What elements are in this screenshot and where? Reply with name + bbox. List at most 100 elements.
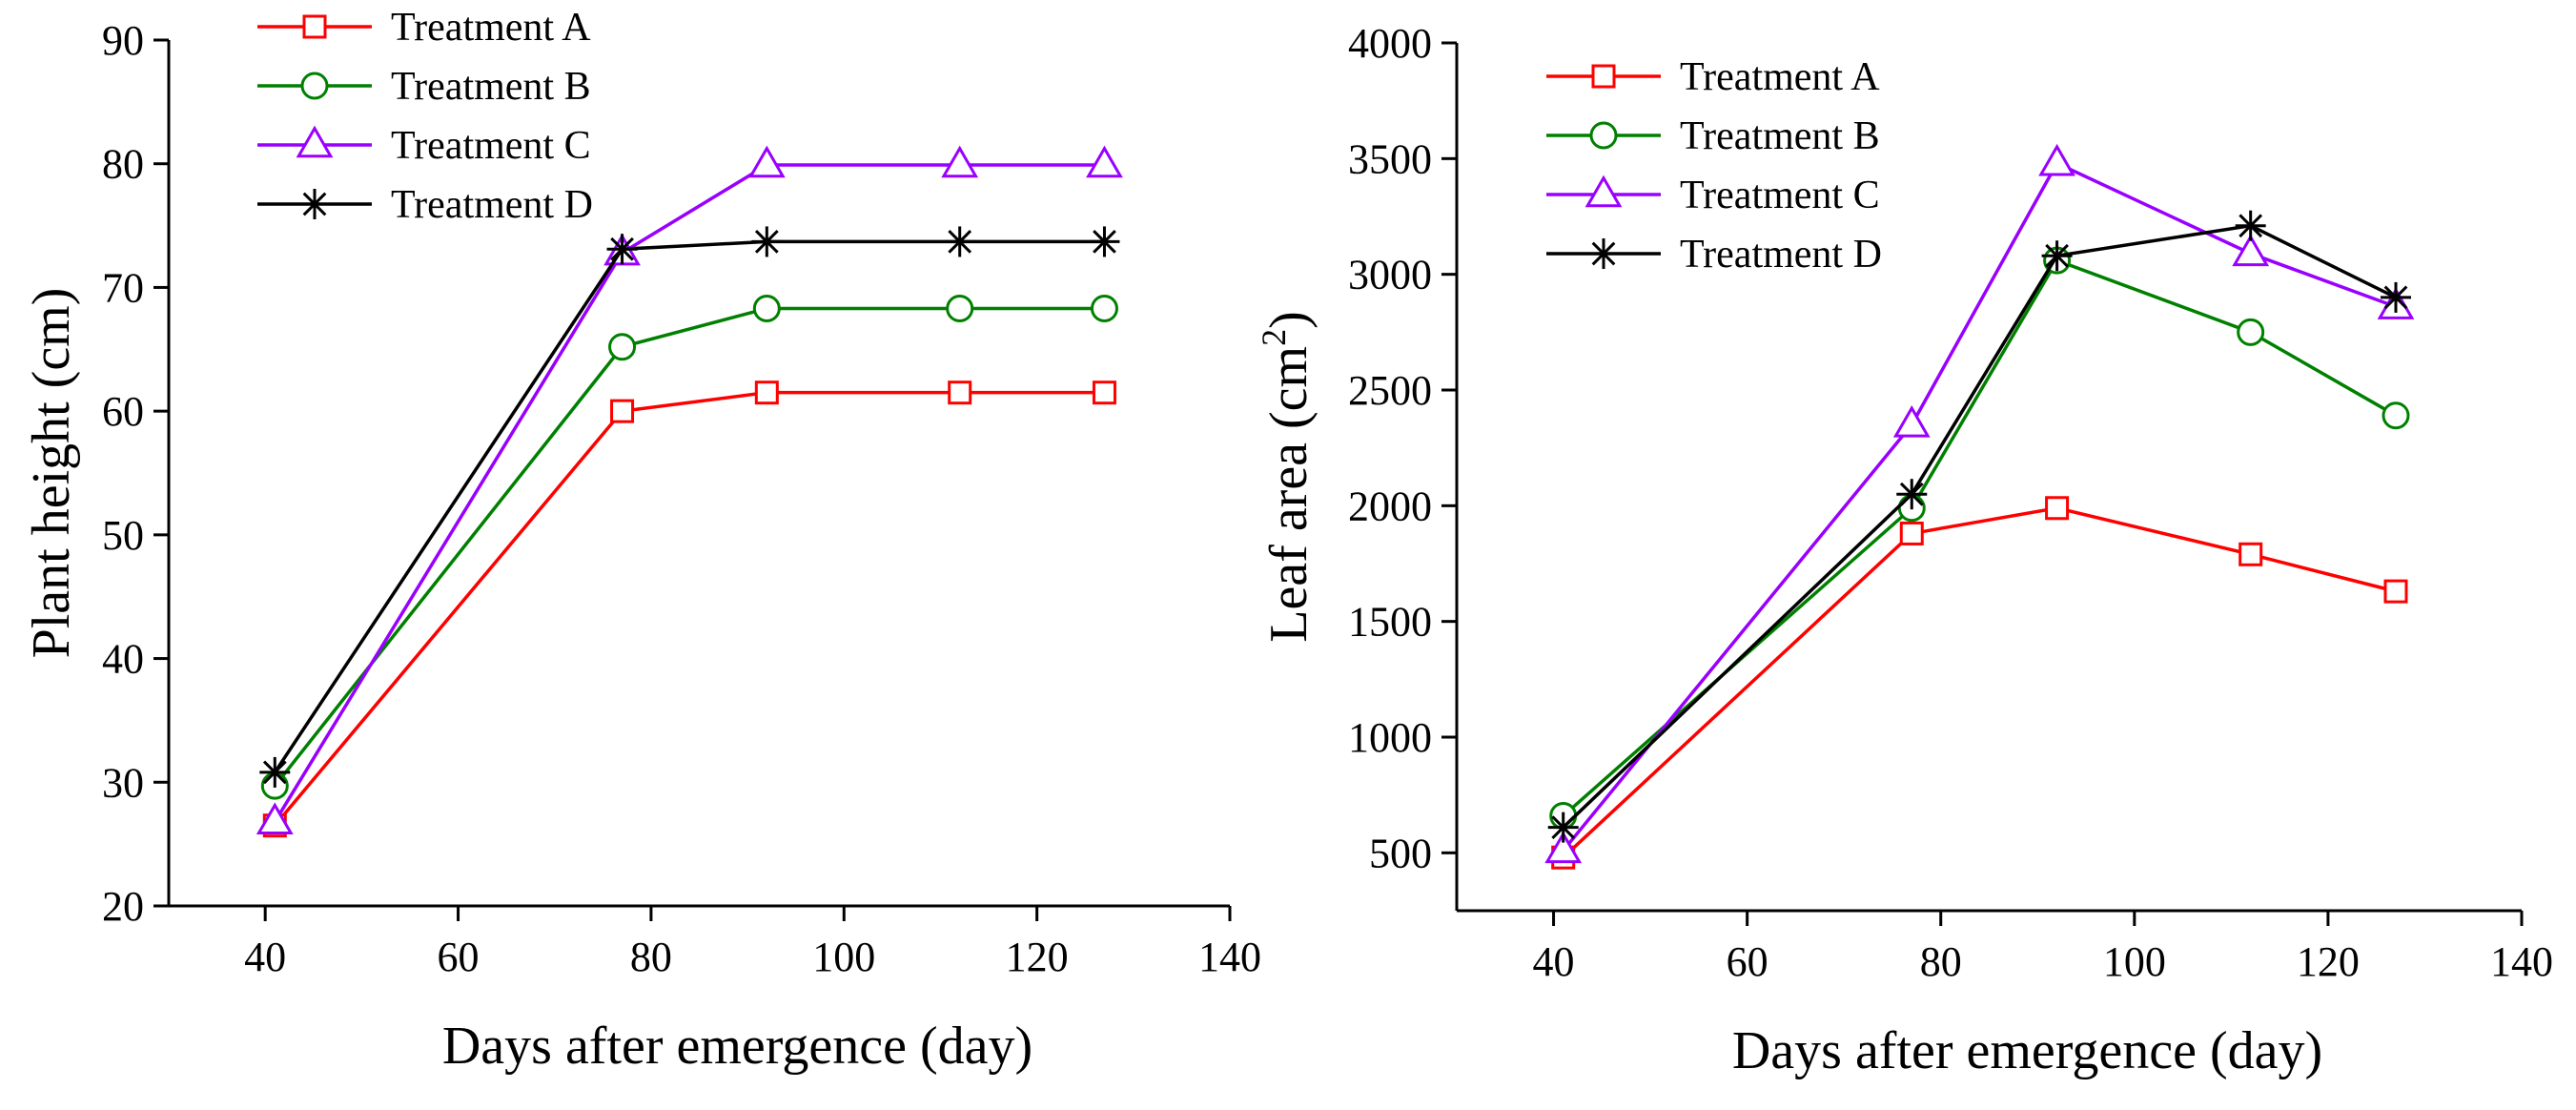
- marker-stroke: [610, 236, 634, 261]
- y-axis-title-main: Leaf area (cm: [1259, 346, 1319, 643]
- x-tick-label: 140: [1198, 934, 1261, 980]
- marker-stroke: [1093, 230, 1116, 254]
- legend: Treatment A Treatment B Treatment C Treatme…: [1546, 55, 1882, 277]
- data-point: [2380, 281, 2411, 313]
- y-tick-label: 70: [102, 264, 144, 311]
- x-tick-label: 120: [2297, 938, 2360, 985]
- data-point: [941, 145, 979, 178]
- marker-stroke: [2383, 285, 2408, 310]
- series-line: [1562, 505, 2397, 859]
- data-point: [2382, 401, 2410, 430]
- x-tick-label: 40: [244, 934, 286, 980]
- marker-stroke: [1591, 241, 1616, 266]
- legend-label: Treatment B: [1680, 114, 1880, 158]
- data-point: [2232, 234, 2270, 267]
- data-point: [1544, 831, 1583, 864]
- marker-stroke: [754, 230, 779, 254]
- legend-item: Treatment D: [1546, 233, 1882, 277]
- plant-height-chart: 20 30 40 50 60 70 80 90 40 60 80 100 120 140 Days afte…: [22, 6, 1261, 1076]
- data-point: [1896, 479, 1928, 510]
- x-axis-title: Days after emergence (day): [442, 1017, 1032, 1076]
- data-point: [2239, 542, 2263, 566]
- legend-label: Treatment D: [391, 183, 593, 227]
- series-line: [273, 306, 1105, 788]
- legend-marker: [299, 189, 330, 219]
- legend-marker: [1591, 64, 1616, 89]
- legend-item: Treatment C: [257, 124, 591, 168]
- legend: Treatment A Treatment B Treatment C Treatme…: [257, 6, 593, 227]
- series-treatment-a: [262, 380, 1116, 838]
- legend-marker: [302, 14, 327, 39]
- series-treatment-c: [1544, 143, 2415, 864]
- legend-marker: [300, 72, 329, 100]
- x-tick-label: 120: [1006, 934, 1069, 980]
- legend-item: Treatment B: [1546, 114, 1880, 158]
- y-tick-label: 3000: [1348, 252, 1432, 298]
- y-axis-title-end: ): [1259, 311, 1319, 329]
- data-point: [1892, 405, 1931, 438]
- data-point: [606, 234, 638, 265]
- legend-marker: [296, 125, 334, 158]
- data-point: [946, 294, 974, 322]
- data-point: [608, 333, 637, 361]
- legend-marker: [1589, 121, 1618, 150]
- data-point: [1086, 145, 1123, 178]
- data-point: [1089, 226, 1120, 257]
- legend-item: Treatment B: [257, 65, 591, 109]
- y-tick-label: 500: [1369, 830, 1432, 876]
- data-point: [610, 399, 635, 423]
- legend-label: Treatment B: [391, 65, 591, 109]
- data-point: [948, 380, 972, 405]
- data-point: [2041, 240, 2073, 272]
- series-treatment-d: [259, 226, 1120, 788]
- y-axis-title-main: Plant height (cm): [22, 288, 81, 659]
- data-point: [1090, 294, 1118, 322]
- y-axis-title: Leaf area (cm2): [1255, 311, 1319, 643]
- series-line: [273, 163, 1105, 823]
- x-tick-label: 60: [1727, 938, 1768, 985]
- data-point: [1092, 380, 1116, 405]
- x-axis-title: Days after emergence (day): [1732, 1021, 2322, 1080]
- x-tick-label: 60: [438, 934, 480, 980]
- data-point: [259, 756, 291, 788]
- series-treatment-c: [256, 145, 1123, 835]
- data-point: [2235, 210, 2266, 241]
- y-tick-label: 2000: [1348, 483, 1432, 529]
- y-tick-label: 1000: [1348, 714, 1432, 761]
- y-tick-label: 1500: [1348, 599, 1432, 646]
- marker-stroke: [2045, 243, 2069, 268]
- data-point: [1547, 812, 1579, 843]
- y-tick-label: 40: [102, 636, 144, 683]
- series-treatment-d: [1547, 210, 2411, 843]
- marker-stroke: [1899, 482, 1924, 506]
- legend-label: Treatment A: [1680, 55, 1880, 99]
- marker-stroke: [1551, 815, 1576, 840]
- legend-marker: [1584, 175, 1623, 208]
- data-point: [256, 802, 294, 835]
- x-tick-label: 100: [2103, 938, 2166, 985]
- y-tick-label: 2500: [1348, 367, 1432, 414]
- data-point: [2045, 496, 2070, 521]
- leaf-area-chart: 500 1000 1500 2000 2500 3000 3500 4000 40 60 80 100…: [1255, 20, 2553, 1080]
- legend-item: Treatment D: [257, 183, 593, 227]
- legend-item: Treatment A: [257, 6, 591, 50]
- series-line: [1562, 223, 2397, 829]
- x-tick-label: 40: [1533, 938, 1575, 985]
- marker-stroke: [262, 760, 287, 785]
- x-tick-label: 80: [630, 934, 672, 980]
- series-line: [273, 390, 1105, 827]
- y-tick-label: 90: [102, 17, 144, 64]
- y-axis-title: Plant height (cm): [22, 288, 81, 659]
- series-treatment-a: [1551, 496, 2408, 870]
- y-tick-label: 3500: [1348, 135, 1432, 182]
- marker-stroke: [2239, 214, 2263, 238]
- marker-stroke: [948, 230, 972, 254]
- series-line: [273, 239, 1105, 773]
- series-treatment-b: [260, 294, 1118, 800]
- legend-item: Treatment A: [1546, 55, 1880, 99]
- legend-label: Treatment C: [1680, 174, 1880, 217]
- x-tick-label: 100: [812, 934, 875, 980]
- y-tick-label: 20: [102, 883, 144, 930]
- x-tick-label: 80: [1920, 938, 1962, 985]
